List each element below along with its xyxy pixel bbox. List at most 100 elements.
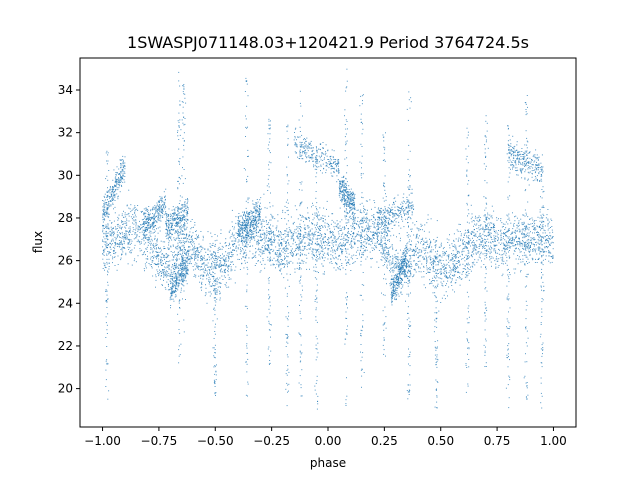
data-point xyxy=(366,238,368,240)
data-point xyxy=(240,230,242,231)
data-point xyxy=(195,247,197,249)
data-point xyxy=(294,271,296,273)
data-point xyxy=(425,252,427,254)
data-point xyxy=(418,255,420,257)
data-point xyxy=(391,245,393,247)
data-point xyxy=(411,250,413,252)
data-point xyxy=(421,249,423,251)
data-point xyxy=(156,255,158,257)
data-point xyxy=(115,184,117,186)
data-point xyxy=(275,260,277,262)
data-point xyxy=(467,255,468,257)
data-point xyxy=(168,248,170,250)
data-point xyxy=(297,227,299,229)
data-point xyxy=(284,264,286,266)
data-point xyxy=(227,252,229,254)
data-point xyxy=(534,238,536,240)
data-point xyxy=(392,269,394,271)
data-point xyxy=(106,206,108,208)
data-point xyxy=(204,259,206,261)
data-point xyxy=(252,200,254,202)
data-point xyxy=(508,244,510,246)
data-point xyxy=(338,254,340,256)
data-point xyxy=(106,197,108,198)
data-point xyxy=(426,263,427,265)
data-point xyxy=(160,210,162,212)
data-point xyxy=(479,217,481,218)
data-point xyxy=(380,241,382,243)
data-point xyxy=(124,212,126,214)
data-point xyxy=(102,219,104,221)
data-point xyxy=(398,233,400,235)
data-point xyxy=(506,236,508,238)
data-point xyxy=(347,232,349,234)
data-point xyxy=(115,238,117,239)
data-point xyxy=(214,268,216,270)
data-point xyxy=(370,241,372,242)
data-point xyxy=(327,252,329,254)
data-point xyxy=(102,227,104,229)
data-point xyxy=(423,249,425,251)
data-point xyxy=(268,246,270,248)
data-point xyxy=(324,222,326,224)
data-point xyxy=(474,264,476,266)
data-point xyxy=(348,230,349,232)
data-point xyxy=(353,262,355,264)
data-point xyxy=(212,283,213,285)
data-point xyxy=(298,235,300,237)
data-point xyxy=(232,254,234,255)
data-point xyxy=(125,254,127,256)
data-point xyxy=(164,275,166,277)
data-point xyxy=(520,261,522,263)
data-point xyxy=(364,249,366,251)
data-point xyxy=(531,239,533,241)
data-point xyxy=(159,248,161,250)
data-point xyxy=(468,235,470,237)
data-point xyxy=(267,239,269,241)
data-point xyxy=(217,259,218,261)
data-point xyxy=(332,213,334,215)
data-point xyxy=(152,208,153,210)
data-point xyxy=(164,201,166,203)
data-point xyxy=(277,214,279,216)
data-point xyxy=(103,200,105,202)
data-point xyxy=(478,235,480,237)
data-point xyxy=(168,267,170,269)
data-point xyxy=(387,258,389,260)
data-point xyxy=(361,246,363,247)
data-point xyxy=(417,257,419,259)
data-point xyxy=(121,220,122,222)
data-point xyxy=(124,176,126,177)
data-point xyxy=(108,262,110,264)
data-point xyxy=(466,271,468,273)
data-point xyxy=(218,266,220,268)
data-point xyxy=(150,258,152,260)
data-point xyxy=(531,257,533,259)
data-point xyxy=(486,249,488,251)
data-point xyxy=(451,253,452,254)
data-point xyxy=(242,249,244,251)
data-point xyxy=(489,241,491,243)
data-point xyxy=(119,237,121,238)
data-point xyxy=(400,291,402,293)
data-point xyxy=(371,240,373,242)
data-point xyxy=(547,229,549,231)
data-point xyxy=(259,271,261,273)
data-point xyxy=(410,218,412,220)
data-point xyxy=(161,207,163,209)
data-point xyxy=(278,236,280,238)
data-point xyxy=(228,265,230,267)
data-point xyxy=(410,244,412,246)
data-point xyxy=(511,242,513,244)
data-point xyxy=(237,217,239,218)
data-point xyxy=(486,255,487,257)
data-point xyxy=(244,245,246,247)
data-point xyxy=(504,243,506,245)
data-point xyxy=(355,223,357,224)
data-point xyxy=(475,224,477,226)
data-point xyxy=(378,243,379,245)
data-point xyxy=(225,242,227,243)
data-point xyxy=(430,281,432,283)
data-point xyxy=(210,293,212,295)
data-point xyxy=(118,178,119,180)
